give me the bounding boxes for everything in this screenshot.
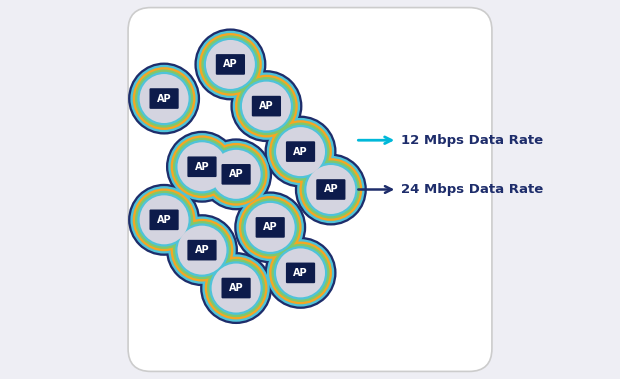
Text: AP: AP (259, 101, 273, 111)
Circle shape (211, 263, 260, 313)
FancyBboxPatch shape (187, 240, 216, 260)
Circle shape (232, 72, 300, 140)
FancyBboxPatch shape (187, 157, 216, 177)
Circle shape (210, 147, 263, 201)
Circle shape (295, 153, 367, 226)
Text: AP: AP (195, 162, 210, 172)
Circle shape (177, 142, 226, 191)
Circle shape (306, 165, 355, 214)
Circle shape (205, 143, 267, 206)
Circle shape (231, 70, 303, 142)
Circle shape (246, 203, 294, 252)
Circle shape (210, 261, 263, 315)
Circle shape (175, 223, 229, 277)
Text: AP: AP (293, 147, 308, 157)
Circle shape (128, 63, 200, 135)
Circle shape (166, 131, 238, 203)
Circle shape (195, 28, 267, 100)
FancyBboxPatch shape (216, 54, 245, 75)
Text: 24 Mbps Data Rate: 24 Mbps Data Rate (401, 183, 543, 196)
Circle shape (242, 81, 291, 131)
Circle shape (274, 246, 327, 300)
Circle shape (206, 40, 255, 89)
Circle shape (166, 214, 238, 286)
Circle shape (170, 135, 233, 198)
Circle shape (272, 244, 330, 302)
Circle shape (244, 200, 297, 254)
FancyBboxPatch shape (149, 88, 179, 109)
Circle shape (274, 125, 327, 179)
Circle shape (140, 74, 188, 123)
Circle shape (168, 216, 236, 284)
Circle shape (202, 141, 270, 208)
Circle shape (128, 184, 200, 256)
Text: AP: AP (263, 222, 278, 232)
Circle shape (272, 122, 330, 181)
Circle shape (267, 239, 334, 307)
Circle shape (237, 77, 296, 135)
Circle shape (170, 219, 233, 282)
Circle shape (197, 31, 264, 98)
Circle shape (200, 138, 272, 210)
Circle shape (137, 72, 191, 125)
Circle shape (269, 241, 332, 304)
Circle shape (297, 156, 365, 223)
Circle shape (175, 140, 229, 194)
Circle shape (173, 221, 231, 279)
Circle shape (265, 237, 337, 309)
Circle shape (239, 196, 301, 259)
Circle shape (130, 65, 198, 132)
Circle shape (207, 145, 265, 204)
Circle shape (239, 79, 293, 133)
FancyBboxPatch shape (252, 96, 281, 116)
Text: AP: AP (195, 245, 210, 255)
Text: AP: AP (229, 283, 244, 293)
FancyBboxPatch shape (128, 8, 492, 371)
Circle shape (133, 67, 195, 130)
Circle shape (276, 248, 325, 298)
FancyBboxPatch shape (316, 179, 345, 200)
Circle shape (200, 252, 272, 324)
Circle shape (177, 226, 226, 275)
Circle shape (202, 254, 270, 322)
Circle shape (199, 33, 262, 96)
FancyBboxPatch shape (286, 263, 315, 283)
Circle shape (202, 35, 260, 94)
Circle shape (267, 118, 334, 185)
Circle shape (135, 69, 193, 128)
Circle shape (276, 127, 325, 176)
FancyBboxPatch shape (149, 210, 179, 230)
Circle shape (203, 38, 257, 91)
Text: AP: AP (229, 169, 244, 179)
Circle shape (130, 186, 198, 254)
Text: 12 Mbps Data Rate: 12 Mbps Data Rate (401, 134, 543, 147)
Circle shape (299, 158, 362, 221)
Circle shape (173, 138, 231, 196)
Circle shape (304, 163, 358, 216)
Circle shape (207, 259, 265, 317)
Circle shape (168, 133, 236, 200)
Text: AP: AP (157, 215, 171, 225)
Circle shape (205, 257, 267, 319)
Circle shape (302, 160, 360, 219)
Text: AP: AP (223, 60, 237, 69)
Circle shape (135, 191, 193, 249)
Circle shape (241, 198, 299, 257)
FancyBboxPatch shape (221, 164, 250, 185)
FancyBboxPatch shape (221, 278, 250, 298)
Text: AP: AP (293, 268, 308, 278)
Circle shape (235, 75, 298, 138)
Circle shape (234, 191, 306, 263)
Circle shape (140, 195, 188, 244)
Text: AP: AP (324, 185, 338, 194)
FancyBboxPatch shape (255, 217, 285, 238)
Circle shape (269, 120, 332, 183)
Circle shape (133, 188, 195, 251)
Circle shape (137, 193, 191, 247)
Circle shape (236, 194, 304, 261)
Circle shape (265, 116, 337, 188)
Text: AP: AP (157, 94, 171, 103)
FancyBboxPatch shape (286, 141, 315, 162)
Circle shape (211, 150, 260, 199)
